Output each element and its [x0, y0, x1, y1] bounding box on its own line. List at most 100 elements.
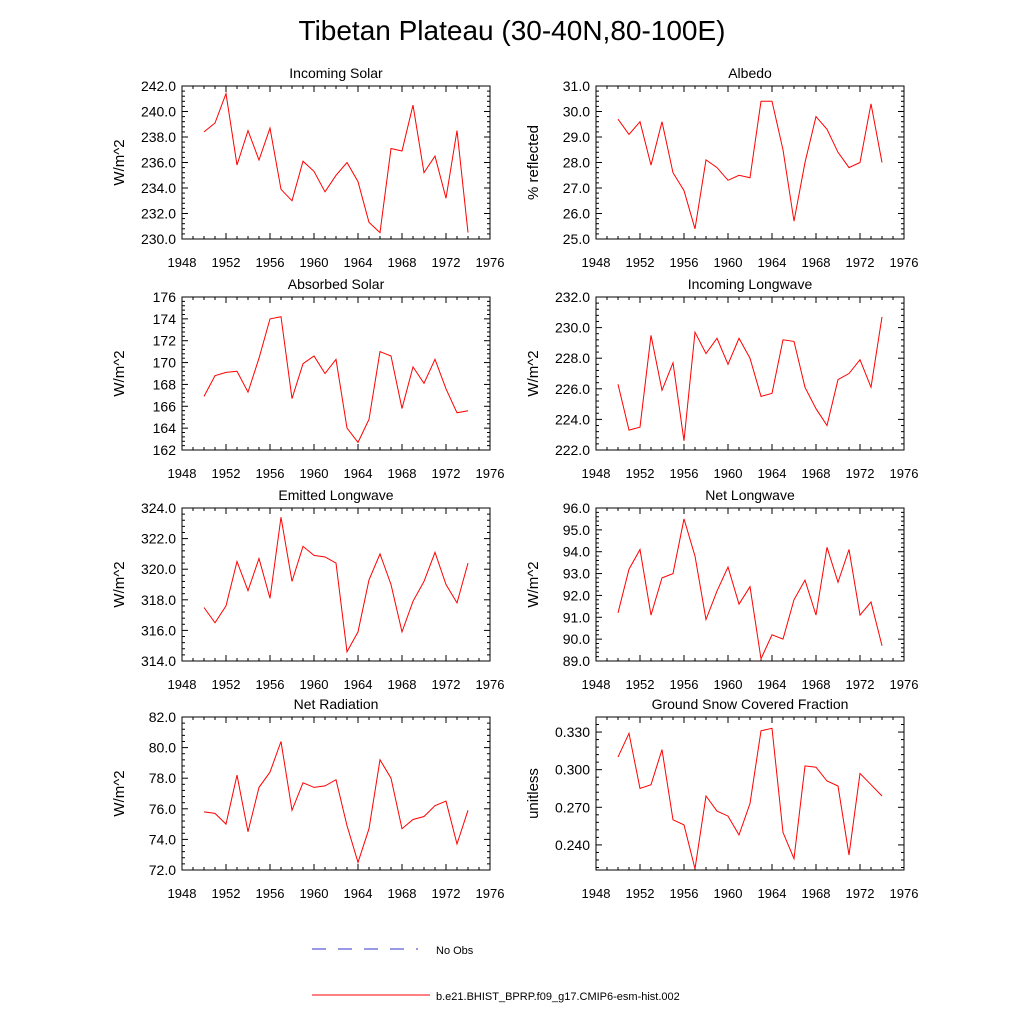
y-tick-label: 324.0 [141, 500, 176, 516]
x-tick-label: 1964 [344, 886, 373, 901]
x-tick-label: 1968 [802, 677, 831, 692]
panel-6: 1948 1952 1956 1960 1964 1968 1972 1976 89.0 90.0… [525, 487, 918, 692]
x-tick-label: 1976 [890, 255, 919, 270]
x-tick-label: 1968 [802, 466, 831, 481]
x-tick-label: 1964 [344, 677, 373, 692]
x-tick-label: 1956 [256, 886, 285, 901]
panel-title: Net Longwave [705, 487, 795, 503]
series-line [203, 316, 469, 444]
x-tick-label: 1964 [758, 677, 787, 692]
series-line [203, 741, 469, 865]
x-tick-label: 1972 [432, 886, 461, 901]
x-tick-label: 1948 [582, 466, 611, 481]
y-tick-label: 89.0 [563, 653, 590, 669]
x-tick-label: 1976 [890, 677, 919, 692]
x-tick-label: 1968 [388, 255, 417, 270]
y-axis-label: W/m^2 [111, 139, 128, 185]
x-tick-label: 1948 [582, 255, 611, 270]
x-tick-label: 1968 [802, 886, 831, 901]
y-tick-label: 31.0 [563, 78, 590, 94]
x-tick-label: 1968 [802, 255, 831, 270]
x-tick-label: 1972 [846, 677, 875, 692]
plot-frame [181, 296, 491, 451]
x-tick-label: 1976 [476, 255, 505, 270]
x-tick-label: 1956 [256, 677, 285, 692]
panel-3: 1948 1952 1956 1960 1964 1968 1972 1976 162 164 16… [111, 276, 504, 481]
x-tick-label: 1976 [890, 466, 919, 481]
x-tick-label: 1964 [344, 255, 373, 270]
y-tick-label: 90.0 [563, 631, 590, 647]
y-axis-label: % reflected [525, 125, 542, 200]
y-tick-label: 164 [153, 420, 177, 436]
y-tick-label: 30.0 [563, 104, 590, 120]
y-tick-label: 78.0 [149, 770, 176, 786]
x-tick-label: 1976 [476, 466, 505, 481]
y-tick-label: 82.0 [149, 709, 176, 725]
panel-2: 1948 1952 1956 1960 1964 1968 1972 1976 25.0 26.0… [525, 65, 918, 270]
x-tick-label: 1952 [626, 255, 655, 270]
y-axis-label: W/m^2 [111, 561, 128, 607]
y-tick-label: 0.300 [555, 762, 590, 778]
y-tick-label: 174 [153, 311, 177, 327]
y-tick-label: 240.0 [141, 104, 176, 120]
y-tick-label: 0.330 [555, 724, 590, 740]
plot-frame [595, 85, 905, 240]
x-tick-label: 1976 [890, 886, 919, 901]
x-tick-label: 1960 [300, 255, 329, 270]
y-tick-label: 166 [153, 398, 177, 414]
series-line [617, 727, 883, 869]
y-tick-label: 236.0 [141, 155, 176, 171]
y-tick-label: 170 [153, 355, 177, 371]
y-tick-label: 0.240 [555, 837, 590, 853]
x-tick-label: 1964 [758, 886, 787, 901]
y-tick-label: 80.0 [149, 740, 176, 756]
series-line [203, 91, 469, 234]
x-tick-label: 1956 [256, 255, 285, 270]
y-tick-label: 29.0 [563, 129, 590, 145]
plot-frame [181, 507, 491, 662]
x-tick-label: 1972 [846, 255, 875, 270]
y-tick-label: 94.0 [563, 544, 590, 560]
y-tick-label: 96.0 [563, 500, 590, 516]
x-tick-label: 1960 [300, 677, 329, 692]
y-tick-label: 26.0 [563, 206, 590, 222]
x-tick-label: 1960 [714, 886, 743, 901]
y-tick-label: 91.0 [563, 609, 590, 625]
y-tick-label: 93.0 [563, 566, 590, 582]
y-tick-label: 95.0 [563, 522, 590, 538]
y-tick-label: 28.0 [563, 155, 590, 171]
x-tick-label: 1948 [168, 677, 197, 692]
y-tick-label: 222.0 [555, 442, 590, 458]
figure-title: Tibetan Plateau (30-40N,80-100E) [299, 15, 726, 46]
x-tick-label: 1968 [388, 677, 417, 692]
y-tick-label: 76.0 [149, 801, 176, 817]
y-tick-label: 242.0 [141, 78, 176, 94]
y-tick-label: 27.0 [563, 180, 590, 196]
x-tick-label: 1972 [432, 466, 461, 481]
x-tick-label: 1952 [212, 255, 241, 270]
y-tick-label: 318.0 [141, 592, 176, 608]
x-tick-label: 1964 [758, 466, 787, 481]
y-tick-label: 25.0 [563, 231, 590, 247]
y-axis-label: W/m^2 [111, 770, 128, 816]
x-tick-label: 1948 [168, 886, 197, 901]
series-line [617, 316, 883, 441]
plot-frame [595, 716, 905, 871]
x-tick-label: 1952 [212, 677, 241, 692]
x-tick-label: 1952 [212, 886, 241, 901]
x-tick-label: 1972 [432, 255, 461, 270]
y-tick-label: 228.0 [555, 350, 590, 366]
plot-frame [595, 507, 905, 662]
x-tick-label: 1964 [344, 466, 373, 481]
y-tick-label: 74.0 [149, 831, 176, 847]
y-tick-label: 232.0 [555, 289, 590, 305]
y-tick-label: 162 [153, 442, 177, 458]
y-tick-label: 314.0 [141, 653, 176, 669]
y-axis-label: W/m^2 [111, 350, 128, 396]
x-tick-label: 1956 [670, 466, 699, 481]
x-tick-label: 1960 [714, 466, 743, 481]
plot-frame [595, 296, 905, 451]
x-tick-label: 1972 [432, 677, 461, 692]
y-tick-label: 316.0 [141, 622, 176, 638]
